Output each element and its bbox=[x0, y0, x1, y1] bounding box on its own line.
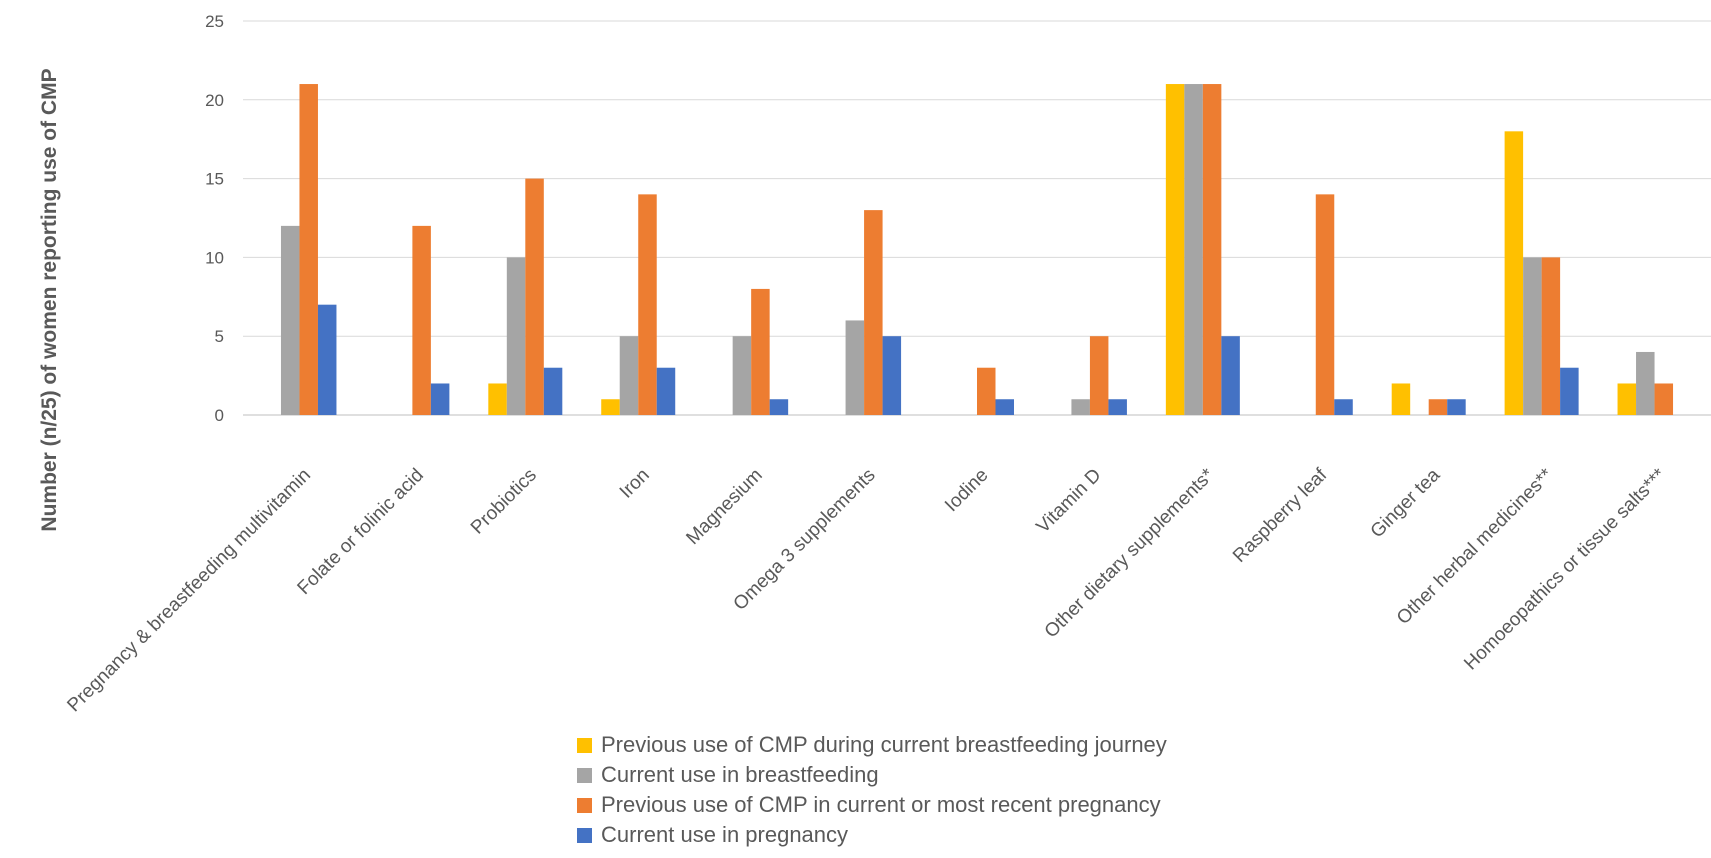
legend-item-current-use-in-pregnancy: Current use in pregnancy bbox=[577, 822, 848, 847]
y-tick-label: 20 bbox=[205, 91, 224, 110]
bar-current-use-in-pregnancy-raspberry-leaf bbox=[1334, 399, 1353, 415]
bar-previous-use-of-cmp-in-current-or-most-recent-pregnancy-other-dietary-supplements bbox=[1202, 84, 1222, 415]
legend-label: Previous use of CMP in current or most r… bbox=[601, 792, 1161, 817]
legend-label: Previous use of CMP during current breas… bbox=[601, 732, 1167, 757]
y-axis-title: Number (n/25) of women reporting use of … bbox=[38, 68, 61, 531]
x-axis-tick-labels: Pregnancy & breastfeeding multivitaminFo… bbox=[63, 464, 1670, 716]
bar-previous-use-of-cmp-in-current-or-most-recent-pregnancy-other-herbal-medicines bbox=[1541, 257, 1561, 415]
bar-previous-use-of-cmp-in-current-or-most-recent-pregnancy-iodine bbox=[977, 367, 996, 415]
bar-previous-use-of-cmp-in-current-or-most-recent-pregnancy-raspberry-leaf bbox=[1315, 194, 1335, 415]
y-tick-label: 5 bbox=[215, 327, 224, 346]
bars bbox=[280, 84, 1674, 415]
bar-current-use-in-pregnancy-other-dietary-supplements bbox=[1221, 336, 1240, 415]
gridlines bbox=[243, 20, 1711, 416]
bar-current-use-in-pregnancy-iodine bbox=[995, 399, 1014, 415]
bar-previous-use-of-cmp-in-current-or-most-recent-pregnancy-ginger-tea bbox=[1428, 399, 1448, 415]
y-tick-label: 15 bbox=[205, 170, 224, 189]
bar-current-use-in-pregnancy-folate-or-folinic-acid bbox=[430, 383, 450, 415]
bar-current-use-in-pregnancy-other-herbal-medicines bbox=[1560, 367, 1579, 415]
bar-current-use-in-pregnancy-vitamin-d bbox=[1108, 399, 1127, 415]
bar-previous-use-of-cmp-in-current-or-most-recent-pregnancy-folate-or-folinic-acid bbox=[412, 225, 431, 415]
bar-current-use-in-breastfeeding-other-herbal-medicines bbox=[1523, 257, 1542, 415]
y-tick-label: 10 bbox=[205, 248, 224, 267]
bar-current-use-in-breastfeeding-homoeopathics-or-tissue-salts bbox=[1636, 351, 1655, 415]
legend-label: Current use in breastfeeding bbox=[601, 762, 879, 787]
x-tick-label: Folate or folinic acid bbox=[294, 465, 428, 599]
bar-current-use-in-breastfeeding-magnesium bbox=[732, 336, 752, 415]
x-tick-label: Iron bbox=[616, 465, 654, 503]
bar-current-use-in-pregnancy-pregnancy-breastfeeding-multivitamin bbox=[317, 304, 337, 415]
bar-previous-use-of-cmp-during-current-breastfeeding-journey-other-herbal-medicines bbox=[1504, 131, 1524, 415]
x-tick-label: Probiotics bbox=[467, 465, 541, 539]
legend-item-current-use-in-breastfeeding: Current use in breastfeeding bbox=[577, 762, 879, 787]
x-tick-label: Raspberry leaf bbox=[1229, 464, 1332, 567]
bar-previous-use-of-cmp-in-current-or-most-recent-pregnancy-iron bbox=[638, 194, 657, 415]
x-tick-label: Vitamin D bbox=[1033, 465, 1106, 538]
legend-swatch bbox=[577, 828, 592, 843]
bar-previous-use-of-cmp-during-current-breastfeeding-journey-iron bbox=[601, 399, 620, 415]
bar-previous-use-of-cmp-in-current-or-most-recent-pregnancy-homoeopathics-or-tissue-salts bbox=[1654, 383, 1674, 415]
bar-previous-use-of-cmp-during-current-breastfeeding-journey-other-dietary-supplements bbox=[1165, 84, 1185, 415]
y-tick-label: 0 bbox=[215, 406, 224, 425]
bar-current-use-in-pregnancy-ginger-tea bbox=[1447, 399, 1466, 415]
bar-previous-use-of-cmp-in-current-or-most-recent-pregnancy-magnesium bbox=[751, 288, 770, 415]
y-axis-ticks: 0 5 10 15 20 25 bbox=[205, 12, 224, 425]
x-tick-label: Iodine bbox=[941, 465, 992, 516]
bar-current-use-in-breastfeeding-vitamin-d bbox=[1071, 399, 1090, 415]
bar-previous-use-of-cmp-in-current-or-most-recent-pregnancy-pregnancy-breastfeeding-multivitamin bbox=[299, 84, 318, 415]
bar-current-use-in-breastfeeding-probiotics bbox=[506, 257, 526, 415]
legend: Previous use of CMP during current breas… bbox=[577, 732, 1167, 847]
bar-current-use-in-breastfeeding-pregnancy-breastfeeding-multivitamin bbox=[280, 225, 300, 415]
legend-label: Current use in pregnancy bbox=[601, 822, 848, 847]
bar-previous-use-of-cmp-during-current-breastfeeding-journey-homoeopathics-or-tissue-salts bbox=[1617, 383, 1637, 415]
legend-swatch bbox=[577, 768, 592, 783]
bar-previous-use-of-cmp-in-current-or-most-recent-pregnancy-omega-3-supplements bbox=[864, 210, 883, 415]
x-tick-label: Homoeopathics or tissue salts*** bbox=[1460, 464, 1670, 674]
bar-previous-use-of-cmp-in-current-or-most-recent-pregnancy-probiotics bbox=[525, 178, 544, 415]
bar-current-use-in-pregnancy-magnesium bbox=[769, 399, 789, 415]
bar-current-use-in-pregnancy-omega-3-supplements bbox=[882, 336, 902, 415]
legend-swatch bbox=[577, 798, 592, 813]
legend-item-previous-use-of-cmp-during-current-breastfeeding-journey: Previous use of CMP during current breas… bbox=[577, 732, 1167, 757]
bar-previous-use-of-cmp-during-current-breastfeeding-journey-ginger-tea bbox=[1391, 383, 1411, 415]
bar-current-use-in-breastfeeding-iron bbox=[619, 336, 639, 415]
y-tick-label: 25 bbox=[205, 12, 224, 31]
legend-swatch bbox=[577, 738, 592, 753]
x-tick-label: Magnesium bbox=[682, 465, 766, 549]
bar-previous-use-of-cmp-during-current-breastfeeding-journey-probiotics bbox=[488, 383, 507, 415]
legend-item-previous-use-of-cmp-in-current-or-most-recent-pregnancy: Previous use of CMP in current or most r… bbox=[577, 792, 1161, 817]
bar-current-use-in-pregnancy-probiotics bbox=[543, 367, 563, 415]
x-tick-label: Pregnancy & breastfeeding multivitamin bbox=[63, 465, 315, 717]
bar-previous-use-of-cmp-in-current-or-most-recent-pregnancy-vitamin-d bbox=[1089, 336, 1109, 415]
x-tick-label: Ginger tea bbox=[1367, 464, 1445, 542]
bar-current-use-in-breastfeeding-omega-3-supplements bbox=[845, 320, 865, 415]
bar-current-use-in-pregnancy-iron bbox=[656, 367, 676, 415]
bar-current-use-in-breastfeeding-other-dietary-supplements bbox=[1184, 84, 1203, 415]
